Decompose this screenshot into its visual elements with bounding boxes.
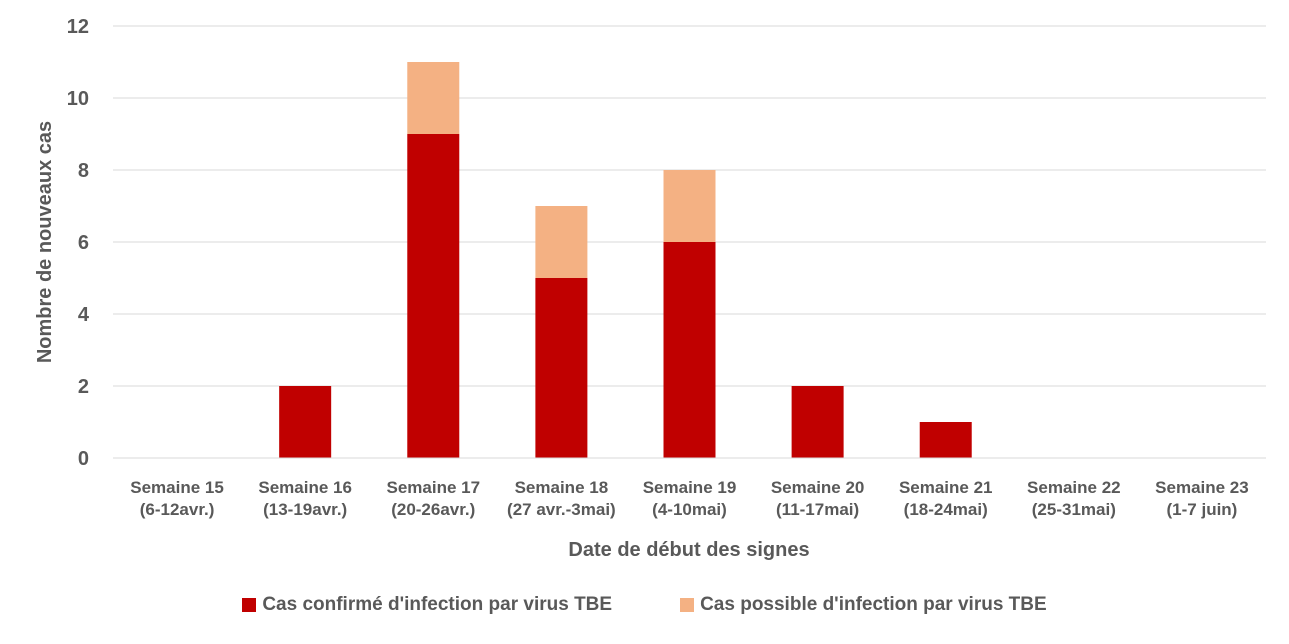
legend-item-possible: Cas possible d'infection par virus TBE — [680, 594, 1047, 616]
bars — [279, 62, 972, 458]
bar-confirmed — [279, 386, 332, 458]
y-tick-label: 2 — [78, 376, 89, 398]
x-tick-label: Semaine 16 (13-19avr.) — [258, 478, 352, 519]
legend-label-possible: Cas possible d'infection par virus TBE — [700, 594, 1047, 615]
bar-confirmed — [535, 278, 588, 458]
y-tick-label: 10 — [67, 88, 89, 110]
x-axis-title: Date de début des signes — [568, 539, 809, 561]
x-tick-label: Semaine 23 (1-7 juin) — [1155, 478, 1249, 519]
bar-possible — [407, 62, 460, 134]
legend-swatch-confirmed — [242, 598, 257, 612]
x-tick-label: Semaine 21 (18-24mai) — [899, 478, 993, 519]
legend-swatch-possible — [680, 598, 695, 612]
x-tick-label: Semaine 20 (11-17mai) — [771, 478, 865, 519]
bar-possible — [535, 206, 588, 278]
x-tick-label: Semaine 18 (27 avr.-3mai) — [507, 478, 616, 519]
x-tick-label: Semaine 19 (4-10mai) — [643, 478, 737, 519]
y-axis-ticks: 0 2 4 6 8 10 12 — [67, 16, 90, 470]
y-tick-label: 4 — [78, 304, 90, 326]
x-tick-label: Semaine 17 (20-26avr.) — [386, 478, 480, 519]
y-tick-label: 0 — [78, 448, 89, 470]
y-tick-label: 6 — [78, 232, 89, 254]
bar-confirmed — [791, 386, 844, 458]
x-tick-label: Semaine 22 (25-31mai) — [1027, 478, 1121, 519]
x-tick-label: Semaine 15 (6-12avr.) — [130, 478, 224, 519]
bar-confirmed — [663, 242, 716, 458]
bar-possible — [663, 170, 716, 242]
legend-label-confirmed: Cas confirmé d'infection par virus TBE — [262, 594, 613, 615]
y-axis-title: Nombre de nouveaux cas — [34, 121, 56, 363]
bar-confirmed — [919, 422, 972, 458]
legend-item-confirmed: Cas confirmé d'infection par virus TBE — [242, 594, 612, 616]
y-tick-label: 8 — [78, 160, 89, 182]
chart: 0 2 4 6 8 10 12 Semaine 15 (6-12avr.) Semaine 16… — [34, 16, 1266, 561]
x-axis-ticks: Semaine 15 (6-12avr.) Semaine 16 (13-19avr.… — [130, 478, 1248, 519]
bar-confirmed — [407, 134, 460, 458]
legend: Cas confirmé d'infection par virus TBE C… — [0, 594, 1289, 616]
y-tick-label: 12 — [67, 16, 89, 38]
